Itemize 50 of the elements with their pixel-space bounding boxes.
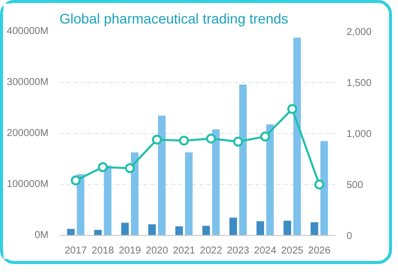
- point: [152, 134, 162, 145]
- bar: [212, 129, 220, 236]
- point: [124, 163, 135, 174]
- bar: [320, 141, 328, 236]
- x-tick-label: 2020: [146, 246, 168, 256]
- y-tick-label: 0M: [34, 230, 49, 241]
- bar: [266, 124, 274, 236]
- x-tick-label: 2024: [254, 246, 277, 256]
- y-tick-label: 100000M: [6, 179, 49, 190]
- y-tick-label: 400000M: [6, 26, 49, 37]
- bar: [76, 174, 84, 236]
- y2-tick-label: 2,000: [346, 27, 372, 38]
- x-tick-label: 2018: [92, 246, 114, 256]
- point: [287, 104, 298, 114]
- bar: [256, 221, 264, 236]
- bar: [185, 152, 193, 236]
- bar: [202, 226, 210, 236]
- bar: [130, 152, 139, 236]
- chart-title: Global pharmaceutical trading trends: [60, 10, 288, 26]
- y-tick-label: 200000M: [6, 128, 49, 139]
- x-tick-label: 2021: [172, 246, 196, 256]
- x-tick-label: 2023: [226, 246, 250, 256]
- x-tick-label: 2025: [281, 246, 304, 256]
- point: [70, 175, 81, 186]
- y2-tick-label: 1,500: [346, 78, 372, 89]
- bar: [239, 84, 247, 236]
- y2-tick-label: 1,000: [346, 129, 372, 140]
- x-tick-label: 2026: [308, 246, 331, 256]
- bar: [293, 38, 301, 236]
- point: [314, 180, 324, 190]
- bar: [175, 226, 183, 236]
- y-tick-label: 300000M: [6, 77, 49, 88]
- point: [206, 134, 216, 144]
- x-tick-label: 2019: [118, 246, 142, 256]
- bar: [158, 116, 166, 236]
- point: [98, 162, 108, 172]
- bar: [310, 222, 318, 236]
- bar: [148, 224, 156, 236]
- bar: [104, 166, 112, 236]
- x-tick-label: 2022: [200, 246, 223, 256]
- point: [178, 136, 189, 146]
- x-tick-label: 2017: [64, 246, 88, 256]
- y2-tick-label: 0: [346, 231, 352, 242]
- bar: [229, 218, 238, 236]
- bar: [67, 228, 75, 236]
- bar: [121, 222, 129, 236]
- bar: [284, 220, 292, 236]
- point: [233, 136, 244, 147]
- y2-tick-label: 500: [346, 180, 364, 191]
- point: [260, 132, 270, 142]
